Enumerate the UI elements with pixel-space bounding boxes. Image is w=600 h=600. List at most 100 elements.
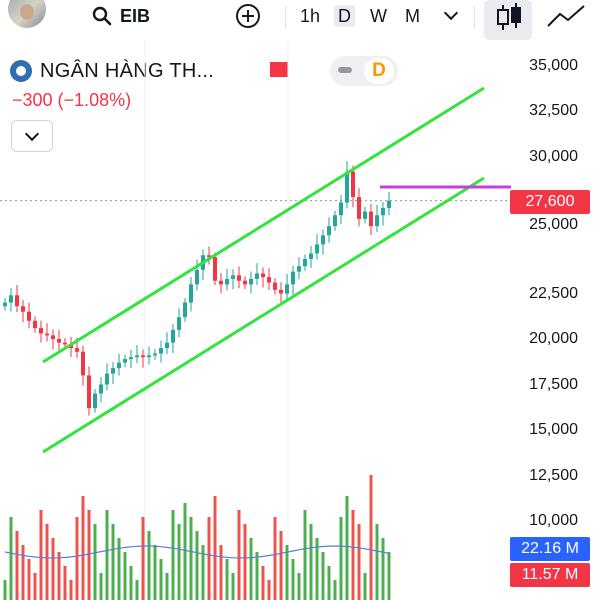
candle-body: [291, 271, 295, 285]
volume-bar: [333, 580, 337, 600]
volume-bar: [381, 538, 385, 600]
volume-bar: [159, 559, 163, 600]
drawings: [42, 86, 511, 454]
candle-body: [45, 333, 49, 336]
price-tick: 25,000: [529, 216, 578, 233]
price-tick: 20,000: [529, 330, 578, 347]
interval-m[interactable]: M: [405, 6, 420, 26]
candle-body: [51, 335, 55, 339]
candle-body: [27, 311, 31, 321]
price-tick: 32,500: [529, 102, 578, 119]
candle-body: [21, 306, 25, 312]
channel-lower-line: [42, 176, 485, 454]
volume-bar: [369, 475, 373, 600]
candle-body: [135, 355, 139, 358]
price-tick: 30,000: [529, 148, 578, 165]
candle-body: [279, 289, 283, 294]
volume-bar: [237, 510, 241, 600]
volume-bar: [81, 496, 85, 600]
volume-bar: [15, 531, 19, 600]
candle-body: [105, 373, 109, 385]
volume-bar: [9, 517, 13, 600]
volume-bar: [3, 580, 7, 600]
candles-chart-type-button[interactable]: [484, 0, 532, 40]
volume-bar: [297, 573, 301, 600]
collapse-button[interactable]: [11, 120, 53, 152]
minus-icon: [338, 67, 352, 73]
candle-body: [261, 273, 265, 278]
candles: [3, 161, 391, 416]
volume-bar: [273, 517, 277, 600]
interval-w[interactable]: W: [370, 6, 387, 26]
candle-body: [75, 348, 79, 352]
volume-bar: [207, 517, 211, 600]
candle-body: [297, 266, 301, 272]
candle-body: [183, 302, 187, 318]
volume-bar: [63, 566, 67, 600]
volume-bar: [249, 538, 253, 600]
volume-bar: [231, 573, 235, 600]
grid: [0, 40, 510, 600]
volume-bar: [261, 566, 265, 600]
volume-bar: [225, 559, 229, 600]
candle-body: [267, 277, 271, 283]
volume-bar: [177, 524, 181, 600]
volume-ma-tag: 22.16 M: [510, 537, 590, 561]
add-symbol-button[interactable]: [236, 4, 260, 28]
candle-body: [273, 282, 277, 290]
volume-bar: [375, 524, 379, 600]
volume-bar: [123, 552, 127, 600]
candle-body: [327, 226, 331, 236]
volume-bar: [219, 545, 223, 600]
candle-body: [249, 278, 253, 285]
bank-logo-icon: [10, 60, 32, 82]
candle-body: [345, 171, 349, 203]
candle-body: [375, 215, 379, 227]
symbol-header[interactable]: NGÂN HÀNG TH...: [10, 58, 214, 84]
volume-bar: [303, 510, 307, 600]
interval-1h[interactable]: 1h: [300, 6, 321, 26]
candle-body: [357, 197, 361, 219]
price-tick: 17,500: [529, 376, 578, 393]
candle-body: [63, 342, 67, 345]
volume-bar: [87, 510, 91, 600]
candle-body: [243, 280, 247, 285]
candle-body: [369, 211, 373, 227]
candle-body: [189, 284, 193, 303]
volume-bar: [285, 545, 289, 600]
volume-bar: [69, 580, 73, 600]
volume-bar: [93, 524, 97, 600]
top-toolbar: EIB 1h D W M: [0, 0, 600, 40]
pill-interval-label[interactable]: D: [364, 58, 394, 84]
candle-body: [159, 348, 163, 354]
flag-icon[interactable]: [270, 62, 288, 77]
price-tick: 22,500: [529, 285, 578, 302]
volume-bar: [309, 524, 313, 600]
volume-bar: [327, 566, 331, 600]
candle-body: [123, 359, 127, 363]
volume-bar: [57, 552, 61, 600]
volume-bars: [3, 475, 391, 600]
candle-body: [99, 384, 103, 394]
toolbar-divider: [285, 6, 286, 28]
candle-body: [15, 295, 19, 307]
candle-body: [315, 244, 319, 254]
interval-d[interactable]: D: [334, 5, 355, 27]
volume-bar: [51, 538, 55, 600]
volume-bar: [111, 524, 115, 600]
symbol-search-label: EIB: [120, 5, 151, 26]
candle-body: [339, 202, 343, 216]
candle-body: [57, 339, 61, 343]
candle-body: [285, 284, 289, 294]
volume-bar: [75, 517, 79, 600]
price-tick: 10,000: [529, 512, 578, 529]
candle-body: [351, 171, 355, 198]
volume-bar: [339, 517, 343, 600]
volume-bar: [183, 503, 187, 600]
price-tick: 12,500: [529, 467, 578, 484]
candlestick-icon: [497, 3, 521, 30]
line-chart-type-button[interactable]: [546, 4, 586, 28]
volume-bar: [171, 510, 175, 600]
symbol-search[interactable]: EIB: [92, 5, 150, 27]
